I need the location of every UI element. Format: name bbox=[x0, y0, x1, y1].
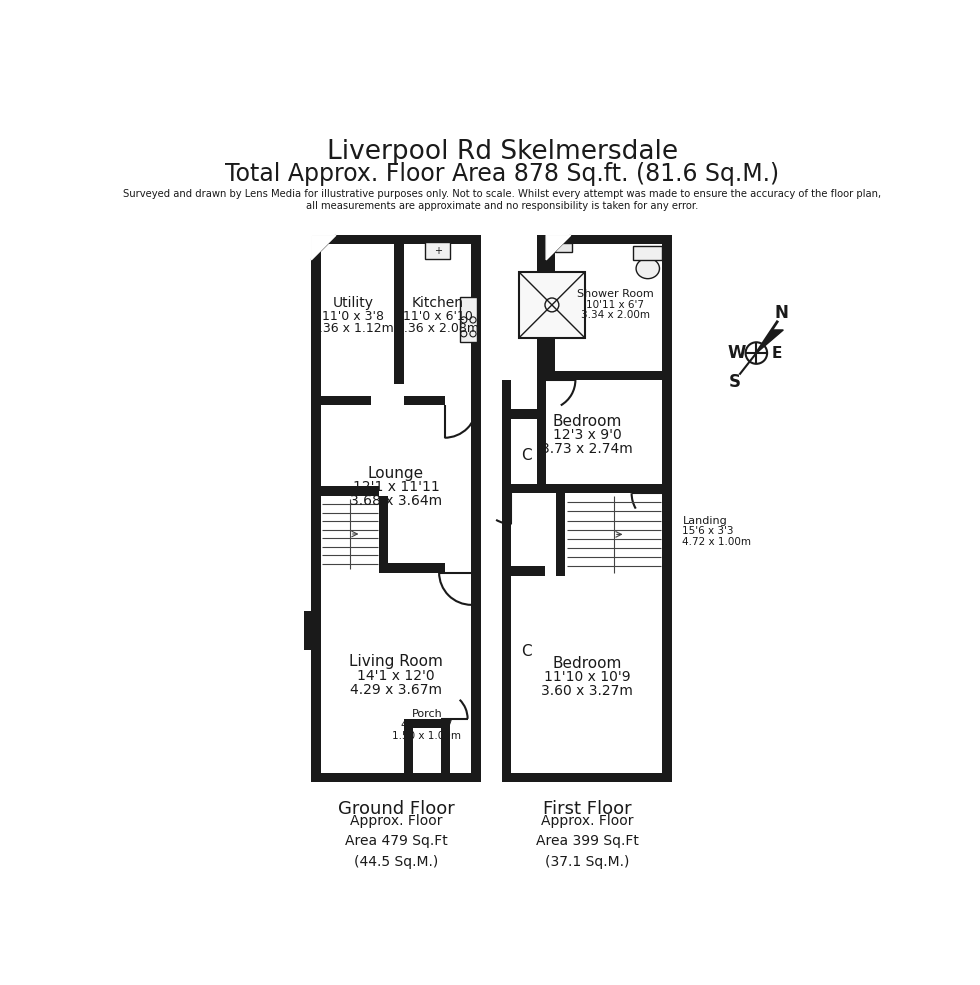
Text: Bedroom: Bedroom bbox=[553, 414, 621, 428]
Bar bbox=[503, 409, 546, 419]
Bar bbox=[556, 243, 572, 252]
Text: N: N bbox=[775, 304, 789, 322]
Text: Kitchen: Kitchen bbox=[412, 296, 464, 310]
Polygon shape bbox=[312, 235, 336, 260]
Text: Approx. Floor
Area 479 Sq.Ft
(44.5 Sq.M.): Approx. Floor Area 479 Sq.Ft (44.5 Sq.M.… bbox=[345, 814, 447, 869]
Bar bbox=[320, 487, 379, 495]
Bar bbox=[460, 296, 477, 342]
Text: Surveyed and drawn by Lens Media for illustrative purposes only. Not to scale. W: Surveyed and drawn by Lens Media for ill… bbox=[123, 189, 881, 199]
Bar bbox=[512, 566, 545, 575]
Text: Lounge: Lounge bbox=[368, 466, 424, 481]
Bar bbox=[304, 611, 312, 649]
Text: 4.72 x 1.00m: 4.72 x 1.00m bbox=[682, 537, 752, 547]
Bar bbox=[662, 235, 671, 380]
Bar bbox=[519, 272, 585, 338]
Text: 1.50 x 1.09m: 1.50 x 1.09m bbox=[392, 731, 462, 741]
Text: Utility: Utility bbox=[332, 296, 373, 310]
Text: W: W bbox=[727, 344, 746, 362]
Bar bbox=[471, 235, 480, 782]
Text: 3.73 x 2.74m: 3.73 x 2.74m bbox=[541, 442, 633, 456]
Text: 14'1 x 12'0: 14'1 x 12'0 bbox=[357, 669, 435, 683]
Text: E: E bbox=[771, 346, 782, 361]
Bar bbox=[312, 235, 320, 782]
Text: 4'11 x 3'7: 4'11 x 3'7 bbox=[401, 720, 453, 730]
Bar bbox=[503, 772, 671, 782]
Bar bbox=[557, 493, 565, 575]
Text: C: C bbox=[521, 644, 532, 659]
Text: 3.36 x 2.08m: 3.36 x 2.08m bbox=[396, 322, 479, 335]
Text: 3.68 x 3.64m: 3.68 x 3.64m bbox=[350, 494, 442, 508]
Bar bbox=[312, 772, 481, 782]
Text: 15'6 x 3'3: 15'6 x 3'3 bbox=[682, 526, 734, 536]
Bar bbox=[425, 242, 450, 259]
Text: 11'10 x 10'9: 11'10 x 10'9 bbox=[544, 670, 630, 685]
Text: Total Approx. Floor Area 878 Sq.ft. (81.6 Sq.M.): Total Approx. Floor Area 878 Sq.ft. (81.… bbox=[225, 163, 779, 186]
Ellipse shape bbox=[636, 258, 660, 279]
Text: Shower Room: Shower Room bbox=[576, 289, 654, 298]
Text: C: C bbox=[521, 448, 532, 463]
Text: 11'0 x 6'10: 11'0 x 6'10 bbox=[403, 310, 472, 323]
Text: Bedroom: Bedroom bbox=[553, 656, 621, 671]
Text: 12'3 x 9'0: 12'3 x 9'0 bbox=[553, 428, 621, 442]
Bar bbox=[546, 235, 671, 244]
Text: Ground Floor: Ground Floor bbox=[338, 800, 455, 818]
Bar bbox=[546, 235, 556, 380]
Text: Living Room: Living Room bbox=[349, 654, 443, 670]
Bar bbox=[379, 495, 388, 572]
Text: 3.34 x 2.00m: 3.34 x 2.00m bbox=[580, 310, 650, 320]
Text: Porch: Porch bbox=[412, 709, 442, 719]
Text: Landing: Landing bbox=[682, 515, 727, 526]
Bar bbox=[633, 246, 662, 260]
Text: Liverpool Rd Skelmersdale: Liverpool Rd Skelmersdale bbox=[326, 139, 678, 165]
Bar bbox=[312, 235, 481, 244]
Text: First Floor: First Floor bbox=[543, 800, 631, 818]
Bar bbox=[441, 728, 450, 782]
Bar bbox=[404, 396, 445, 406]
Polygon shape bbox=[546, 235, 570, 260]
Bar bbox=[394, 235, 404, 384]
Bar bbox=[379, 563, 445, 572]
Text: 11'0 x 3'8: 11'0 x 3'8 bbox=[321, 310, 384, 323]
Bar bbox=[404, 728, 413, 782]
Text: 12'1 x 11'11: 12'1 x 11'11 bbox=[353, 481, 439, 494]
Text: 4.29 x 3.67m: 4.29 x 3.67m bbox=[350, 683, 442, 696]
Bar bbox=[662, 380, 671, 782]
Bar bbox=[537, 380, 546, 493]
Bar bbox=[379, 563, 441, 572]
Bar bbox=[503, 380, 512, 782]
Text: Approx. Floor
Area 399 Sq.Ft
(37.1 Sq.M.): Approx. Floor Area 399 Sq.Ft (37.1 Sq.M.… bbox=[535, 814, 638, 869]
Bar bbox=[320, 396, 371, 406]
Text: all measurements are approximate and no responsibility is taken for any error.: all measurements are approximate and no … bbox=[306, 201, 699, 211]
Text: 10'11 x 6'7: 10'11 x 6'7 bbox=[586, 299, 644, 309]
Bar bbox=[537, 235, 546, 380]
Text: 3.36 x 1.12m: 3.36 x 1.12m bbox=[312, 322, 394, 335]
Bar bbox=[546, 370, 671, 380]
Bar bbox=[512, 484, 662, 493]
Text: S: S bbox=[729, 373, 741, 391]
Text: 3.60 x 3.27m: 3.60 x 3.27m bbox=[541, 684, 633, 698]
Bar bbox=[404, 719, 450, 728]
Text: +: + bbox=[433, 245, 442, 256]
Polygon shape bbox=[757, 330, 783, 353]
